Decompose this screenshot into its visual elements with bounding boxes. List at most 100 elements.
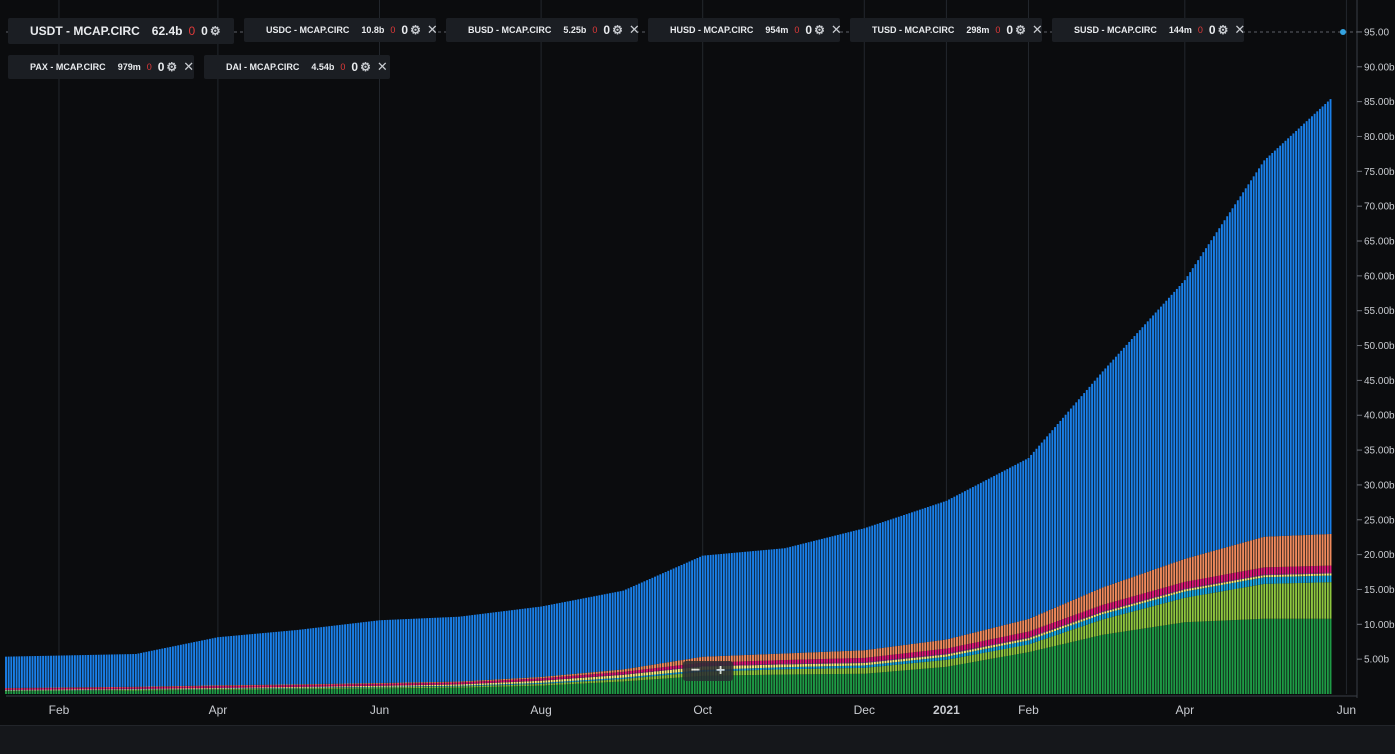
y-tick-label: 70.00b bbox=[1364, 202, 1395, 213]
bar-segment-usdt bbox=[1054, 427, 1056, 608]
bar-segment-busd bbox=[492, 685, 494, 686]
zoom-out-button[interactable]: − bbox=[691, 661, 700, 681]
bar-segment-husd bbox=[1277, 577, 1279, 584]
bar-segment-usdt bbox=[763, 550, 765, 654]
bar-segment-pax bbox=[638, 670, 640, 673]
bar-segment-usdt bbox=[710, 555, 712, 656]
bar-segment-usdt bbox=[331, 626, 333, 684]
bar-segment-pax bbox=[1096, 607, 1098, 613]
bar-segment-dai bbox=[784, 653, 786, 660]
bar-segment-susd bbox=[863, 662, 865, 663]
bar-segment-usdc bbox=[969, 663, 971, 694]
bar-segment-busd bbox=[153, 690, 155, 691]
gear-icon[interactable]: ⚙ bbox=[814, 23, 825, 37]
bar-segment-usdt bbox=[1144, 324, 1146, 572]
bar-segment-usdt bbox=[826, 538, 828, 652]
bar-segment-dai bbox=[148, 687, 150, 688]
bar-segment-husd bbox=[763, 668, 765, 670]
bar-segment-usdc bbox=[209, 690, 211, 694]
bar-segment-busd bbox=[323, 688, 325, 689]
close-icon[interactable]: ✕ bbox=[427, 22, 438, 38]
bar-segment-busd bbox=[1194, 596, 1196, 622]
bar-segment-tusd bbox=[784, 664, 786, 667]
bar-segment-usdt bbox=[347, 624, 349, 683]
bar-segment-pax bbox=[220, 686, 222, 688]
bar-segment-pax bbox=[620, 672, 622, 674]
bar-segment-usdc bbox=[628, 681, 630, 694]
bar-segment-husd bbox=[1020, 642, 1022, 646]
bar-segment-busd bbox=[1157, 605, 1159, 626]
bar-segment-dai bbox=[1295, 535, 1297, 566]
bar-segment-busd bbox=[559, 683, 561, 685]
bar-segment-husd bbox=[1210, 587, 1212, 593]
bar-segment-dai bbox=[1330, 534, 1332, 566]
bar-segment-dai bbox=[283, 684, 285, 685]
bar-segment-busd bbox=[1306, 583, 1308, 619]
bar-segment-husd bbox=[426, 686, 428, 687]
bar-segment-tusd bbox=[1277, 575, 1279, 577]
bar-segment-tusd bbox=[381, 686, 383, 687]
gear-icon[interactable]: ⚙ bbox=[410, 23, 421, 37]
bar-segment-husd bbox=[967, 652, 969, 655]
bar-segment-dai bbox=[1181, 560, 1183, 583]
gear-icon[interactable]: ⚙ bbox=[360, 60, 371, 74]
gear-icon[interactable]: ⚙ bbox=[1015, 23, 1026, 37]
bar-segment-husd bbox=[1205, 588, 1207, 594]
bar-segment-husd bbox=[1171, 595, 1173, 601]
bar-segment-husd bbox=[1327, 576, 1329, 583]
close-icon[interactable]: ✕ bbox=[629, 22, 640, 38]
bar-segment-busd bbox=[455, 687, 457, 688]
bar-segment-usdt bbox=[959, 494, 961, 636]
bar-segment-husd bbox=[1038, 637, 1040, 641]
bar-segment-husd bbox=[1298, 576, 1300, 583]
bar-segment-usdc bbox=[106, 691, 108, 694]
gear-icon[interactable]: ⚙ bbox=[166, 60, 177, 74]
bar-segment-usdc bbox=[606, 682, 608, 694]
bar-segment-usdc bbox=[1226, 620, 1228, 694]
gear-icon[interactable]: ⚙ bbox=[210, 24, 221, 38]
bar-segment-pax bbox=[246, 686, 248, 688]
bar-segment-usdc bbox=[1202, 621, 1204, 694]
bar-segment-dai bbox=[508, 679, 510, 680]
close-icon[interactable]: ✕ bbox=[183, 59, 194, 75]
bar-segment-usdc bbox=[924, 669, 926, 694]
bar-segment-usdc bbox=[1303, 619, 1305, 694]
bar-segment-usdt bbox=[908, 513, 910, 644]
bar-segment-pax bbox=[551, 677, 553, 679]
bar-segment-usdt bbox=[961, 493, 963, 636]
bar-segment-usdc bbox=[251, 690, 253, 694]
gear-icon[interactable]: ⚙ bbox=[1218, 23, 1229, 37]
close-icon[interactable]: ✕ bbox=[377, 59, 388, 75]
bar-segment-dai bbox=[1051, 609, 1053, 623]
bar-segment-dai bbox=[349, 683, 351, 684]
bar-segment-dai bbox=[453, 682, 455, 683]
zoom-in-button[interactable]: + bbox=[716, 661, 725, 681]
bar-segment-husd bbox=[519, 684, 521, 685]
bar-segment-usdc bbox=[1062, 644, 1064, 694]
bar-segment-susd bbox=[1128, 604, 1130, 605]
bar-segment-usdc bbox=[1237, 620, 1239, 694]
close-icon[interactable]: ✕ bbox=[831, 22, 842, 38]
bar-segment-dai bbox=[1282, 536, 1284, 567]
gear-icon[interactable]: ⚙ bbox=[612, 23, 623, 37]
bar-segment-pax bbox=[1075, 614, 1077, 620]
bar-segment-tusd bbox=[1104, 611, 1106, 613]
close-icon[interactable]: ✕ bbox=[1234, 22, 1245, 38]
bar-segment-susd bbox=[938, 654, 940, 655]
bar-segment-pax bbox=[447, 683, 449, 685]
bar-segment-pax bbox=[649, 669, 651, 672]
bar-segment-tusd bbox=[1194, 588, 1196, 590]
bar-segment-usdt bbox=[948, 499, 950, 638]
close-icon[interactable]: ✕ bbox=[1032, 22, 1043, 38]
bar-segment-pax bbox=[519, 679, 521, 681]
